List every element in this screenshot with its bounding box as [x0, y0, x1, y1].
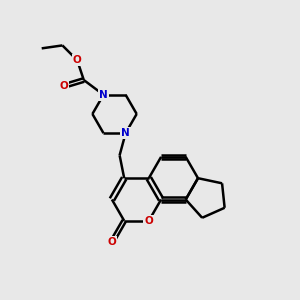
Text: N: N — [121, 128, 130, 138]
Text: O: O — [59, 81, 68, 91]
Text: N: N — [99, 90, 108, 100]
Text: O: O — [107, 237, 116, 247]
Text: O: O — [73, 55, 82, 65]
Text: O: O — [144, 216, 153, 226]
